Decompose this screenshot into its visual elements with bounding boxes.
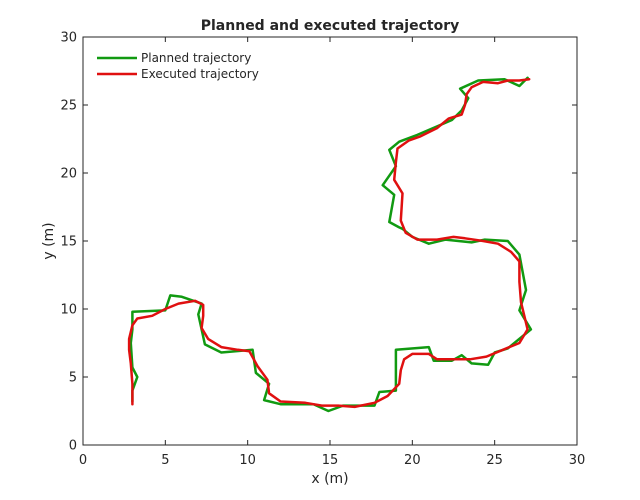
legend: Planned trajectory Executed trajectory — [97, 51, 259, 81]
y-tick-label: 10 — [60, 303, 77, 318]
y-tick-label: 0 — [69, 439, 77, 454]
x-tick-label: 0 — [79, 453, 87, 468]
x-tick-label: 30 — [569, 453, 586, 468]
axis-ticks — [82, 36, 578, 446]
series-layer — [127, 76, 533, 413]
y-tick-label: 20 — [60, 167, 77, 182]
chart-title: Planned and executed trajectory — [201, 18, 460, 34]
x-tick-label: 20 — [404, 453, 421, 468]
legend-entry-label: Executed trajectory — [141, 67, 259, 81]
x-tick-label: 5 — [161, 453, 169, 468]
y-tick-label: 25 — [60, 99, 77, 114]
y-tick-label: 15 — [60, 235, 77, 250]
x-tick-label: 10 — [239, 453, 256, 468]
executed-trajectory-line — [127, 77, 531, 409]
x-tick-label: 15 — [322, 453, 339, 468]
x-axis-label: x (m) — [311, 471, 348, 487]
x-tick-label: 25 — [486, 453, 503, 468]
legend-entry-label: Planned trajectory — [141, 51, 251, 65]
y-axis-label: y (m) — [41, 222, 57, 259]
axis-tick-labels: 0 5 10 15 20 25 30 0 5 10 15 20 25 30 — [60, 31, 585, 469]
y-tick-label: 30 — [60, 31, 77, 46]
y-tick-label: 5 — [69, 371, 77, 386]
